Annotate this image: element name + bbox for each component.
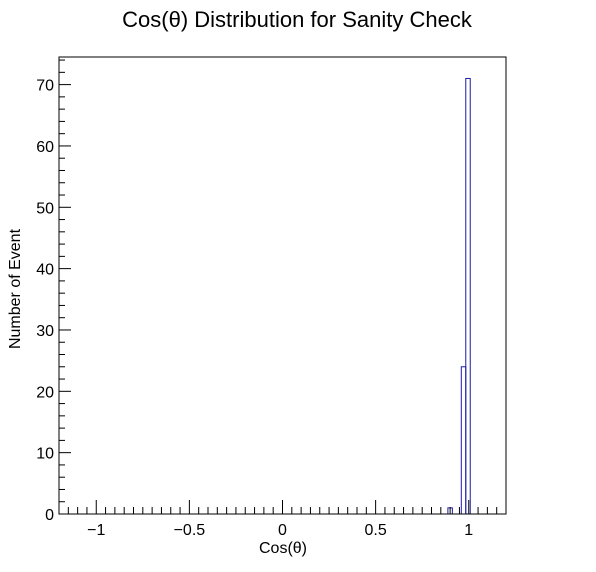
histogram-bin-2 (465, 77, 471, 515)
x-tick-label: −0.5 (174, 522, 206, 539)
y-axis-title: Number of Event (7, 228, 24, 349)
x-tick-label: −1 (87, 522, 105, 539)
x-tick-label: 0 (278, 522, 287, 539)
histogram-bin-1 (460, 366, 467, 515)
y-tick-label: 0 (45, 507, 54, 524)
y-tick-label: 40 (36, 262, 54, 279)
x-axis-title: Cos(θ) (259, 540, 307, 557)
y-tick-label: 30 (36, 323, 54, 340)
y-tick-label: 70 (36, 78, 54, 95)
x-tick-label: 0.5 (365, 522, 387, 539)
y-tick-label: 10 (36, 446, 54, 463)
x-tick-label: 1 (464, 522, 473, 539)
y-tick-label: 50 (36, 200, 54, 217)
chart-title: Cos(θ) Distribution for Sanity Check (122, 7, 473, 32)
plot-frame (58, 56, 507, 515)
y-tick-label: 60 (36, 139, 54, 156)
y-tick-label: 20 (36, 384, 54, 401)
